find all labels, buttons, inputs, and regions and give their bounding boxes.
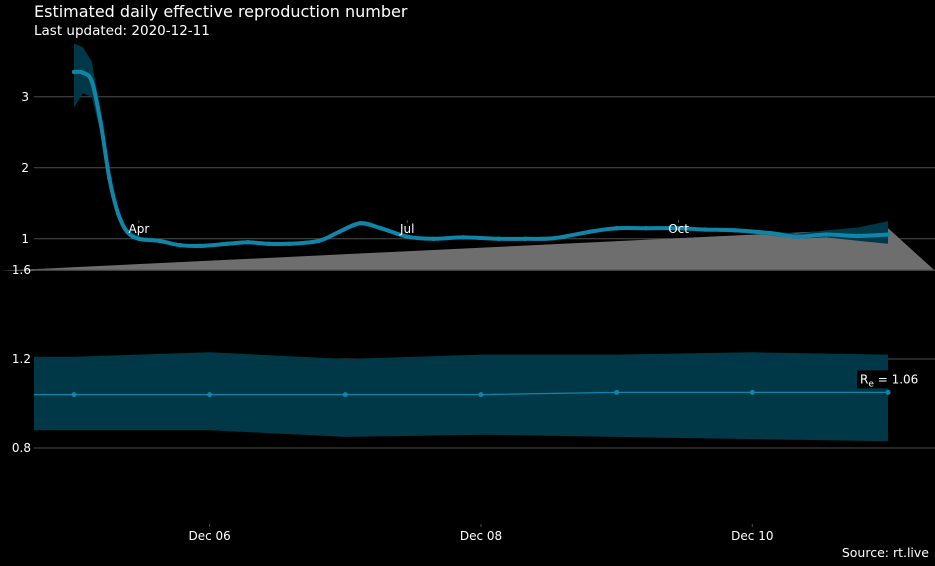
overview-rt-point (80, 70, 86, 75)
overview-rt-point (225, 241, 230, 246)
overview-rt-point (266, 241, 271, 246)
overview-rt-point (885, 232, 891, 237)
overview-x-tick-label: Jul (399, 222, 414, 236)
overview-rt-point (287, 241, 292, 246)
overview-rt-point (89, 78, 94, 84)
detail-rt-point (478, 392, 484, 398)
detail-rt-point (885, 389, 891, 395)
overview-rt-point (767, 230, 773, 236)
overview-rt-point (823, 232, 829, 237)
detail-rt-point (71, 392, 77, 398)
overview-rt-point (587, 229, 593, 234)
overview-rt-point (107, 176, 112, 181)
overview-rt-point (523, 236, 528, 241)
overview-confidence-band (74, 43, 888, 247)
overview-rt-point (431, 236, 437, 241)
detail-rt-line (34, 391, 888, 396)
detail-x-tick-label: Dec 06 (189, 529, 231, 543)
detail-y-tick-label: 1.6 (12, 263, 31, 277)
overview-rt-point (856, 233, 861, 239)
detail-rt-point (207, 392, 213, 398)
overview-x-tick-label: Apr (129, 222, 150, 236)
detail-x-tick-label: Dec 10 (731, 529, 773, 543)
overview-rt-point (116, 211, 121, 217)
overview-rt-point (676, 225, 681, 231)
overview-rt-point (794, 234, 799, 239)
overview-y-tick-label: 1 (21, 232, 29, 246)
overview-rt-point (552, 235, 557, 241)
overview-rt-point (357, 220, 363, 226)
overview-y-tick-label: 2 (21, 161, 29, 175)
detail-rt-point (749, 389, 755, 395)
re-annotation: Re = 1.06 (857, 370, 918, 389)
overview-x-tick-label: Oct (668, 222, 689, 236)
overview-rt-line (72, 69, 890, 248)
overview-rt-point (702, 227, 708, 232)
re-annotation-label: Re = 1.06 (860, 372, 918, 389)
overview-rt-point (124, 229, 130, 234)
chart-title: Estimated daily effective reproduction n… (34, 2, 408, 21)
overview-rt-point (245, 240, 251, 245)
overview-rt-point (461, 235, 466, 240)
re-annotation-box (857, 370, 917, 389)
source-caption: Source: rt.live (841, 545, 929, 560)
overview-context-area (0, 228, 935, 271)
overview-rt-point (71, 69, 77, 75)
detail-confidence-band (34, 352, 888, 442)
overview-rt-point (337, 229, 342, 234)
overview-y-tick-label: 3 (21, 90, 29, 104)
overview-rt-point (198, 243, 204, 249)
detail-y-tick-label: 1.2 (12, 352, 31, 366)
detail-x-tick-label: Dec 08 (460, 529, 502, 543)
chart-subtitle: Last updated: 2020-12-11 (34, 23, 210, 39)
overview-rt-point (496, 236, 501, 241)
overview-rt-point (405, 234, 410, 239)
overview-rt-point (643, 225, 649, 231)
detail-y-tick-label: 0.8 (12, 441, 31, 455)
detail-rt-point (342, 392, 348, 398)
overview-rt-point (98, 119, 103, 124)
overview-rt-point (732, 228, 737, 233)
detail-rt-point (614, 389, 620, 395)
overview-rt-point (177, 242, 183, 248)
overview-rt-point (136, 236, 142, 241)
overview-rt-point (614, 225, 619, 231)
overview-rt-point (157, 238, 162, 244)
overview-rt-point (378, 225, 383, 231)
overview-rt-point (316, 238, 321, 244)
